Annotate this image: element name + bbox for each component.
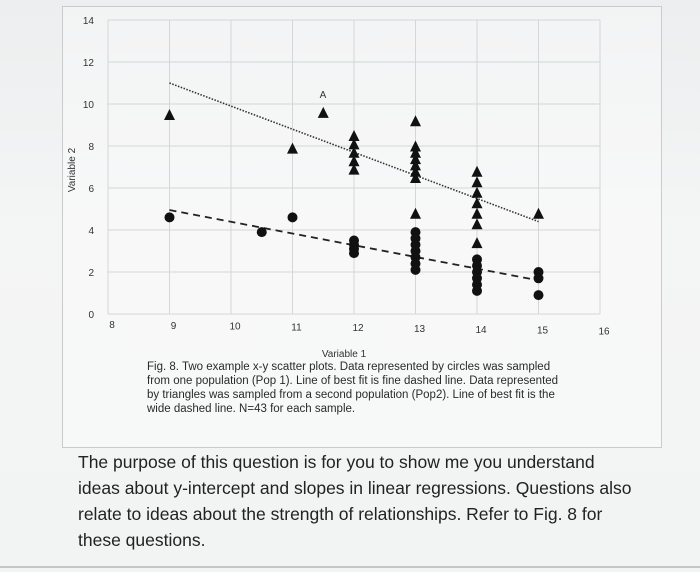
data-point-circle <box>472 285 482 296</box>
x-tick-label: 14 <box>475 325 487 336</box>
y-tick-label: 8 <box>88 142 94 153</box>
data-point-circle <box>349 248 359 259</box>
y-tick-label: 0 <box>88 310 94 321</box>
data-point-circle <box>287 212 298 223</box>
y-tick-label: 6 <box>88 184 94 195</box>
data-point-circle <box>410 264 421 275</box>
data-point-triangle <box>287 142 298 154</box>
data-point-triangle <box>410 153 421 165</box>
data-point-triangle <box>410 146 421 158</box>
y-tick-label: 10 <box>83 100 95 111</box>
y-tick-label: 2 <box>88 268 94 279</box>
y-tick-labels: 0 2 4 6 8 10 12 14 <box>83 16 95 321</box>
data-point-triangle <box>533 207 544 219</box>
x-tick-label: 8 <box>109 320 115 331</box>
x-axis-title: Variable 1 <box>322 349 367 360</box>
data-point-triangle <box>410 165 421 177</box>
data-point-triangle <box>410 140 421 152</box>
data-point-triangle <box>471 207 483 219</box>
x-tick-label: 15 <box>537 326 549 337</box>
bottom-edge <box>0 566 700 568</box>
data-point-triangle <box>410 207 421 219</box>
data-point-triangle <box>348 155 360 167</box>
y-axis-title: Variable 2 <box>67 147 78 192</box>
data-point-triangle <box>471 237 483 249</box>
data-point-circle <box>164 212 175 223</box>
data-point-triangle <box>410 172 421 183</box>
y-tick-label: 12 <box>83 58 95 69</box>
data-point-triangle <box>410 159 421 171</box>
data-point-triangle <box>410 115 421 127</box>
data-marks <box>164 106 544 301</box>
data-point-triangle <box>317 106 329 118</box>
data-point-circle <box>533 290 544 301</box>
x-tick-label: 12 <box>352 323 364 334</box>
figure-frame <box>62 6 662 448</box>
data-point-triangle <box>348 138 360 150</box>
data-point-circle <box>256 227 267 238</box>
annotation-label: A <box>320 90 327 101</box>
figure-caption: Fig. 8. Two example x-y scatter plots. D… <box>147 361 559 415</box>
data-point-triangle <box>471 176 483 188</box>
data-point-triangle <box>471 197 483 209</box>
x-tick-label: 16 <box>598 326 610 337</box>
x-tick-label: 13 <box>414 324 426 335</box>
y-tick-label: 14 <box>83 16 95 27</box>
data-point-triangle <box>348 146 360 158</box>
data-point-triangle <box>471 218 483 230</box>
question-text: The purpose of this question is for you … <box>78 452 632 550</box>
y-tick-label: 4 <box>88 226 94 237</box>
data-point-triangle <box>471 165 483 177</box>
data-point-triangle <box>348 130 360 141</box>
x-tick-label: 11 <box>291 322 302 333</box>
x-tick-labels: 8 9 10 11 12 13 14 15 16 <box>109 320 610 337</box>
data-point-triangle <box>348 163 360 175</box>
data-point-triangle <box>471 186 483 198</box>
data-point-circle <box>533 273 544 284</box>
x-tick-label: 10 <box>229 322 241 333</box>
x-tick-label: 9 <box>171 321 177 332</box>
data-point-triangle <box>164 109 175 120</box>
